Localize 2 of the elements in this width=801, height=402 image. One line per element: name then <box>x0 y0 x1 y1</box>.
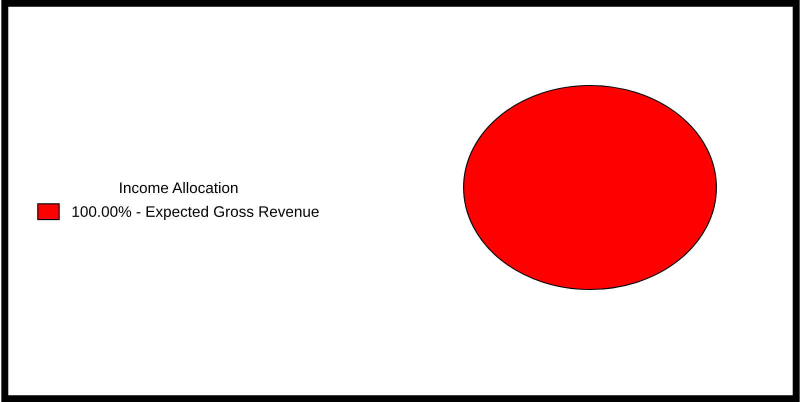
legend-title: Income Allocation <box>120 182 238 194</box>
legend-label: 100.00% - Expected Gross Revenue <box>72 206 319 220</box>
